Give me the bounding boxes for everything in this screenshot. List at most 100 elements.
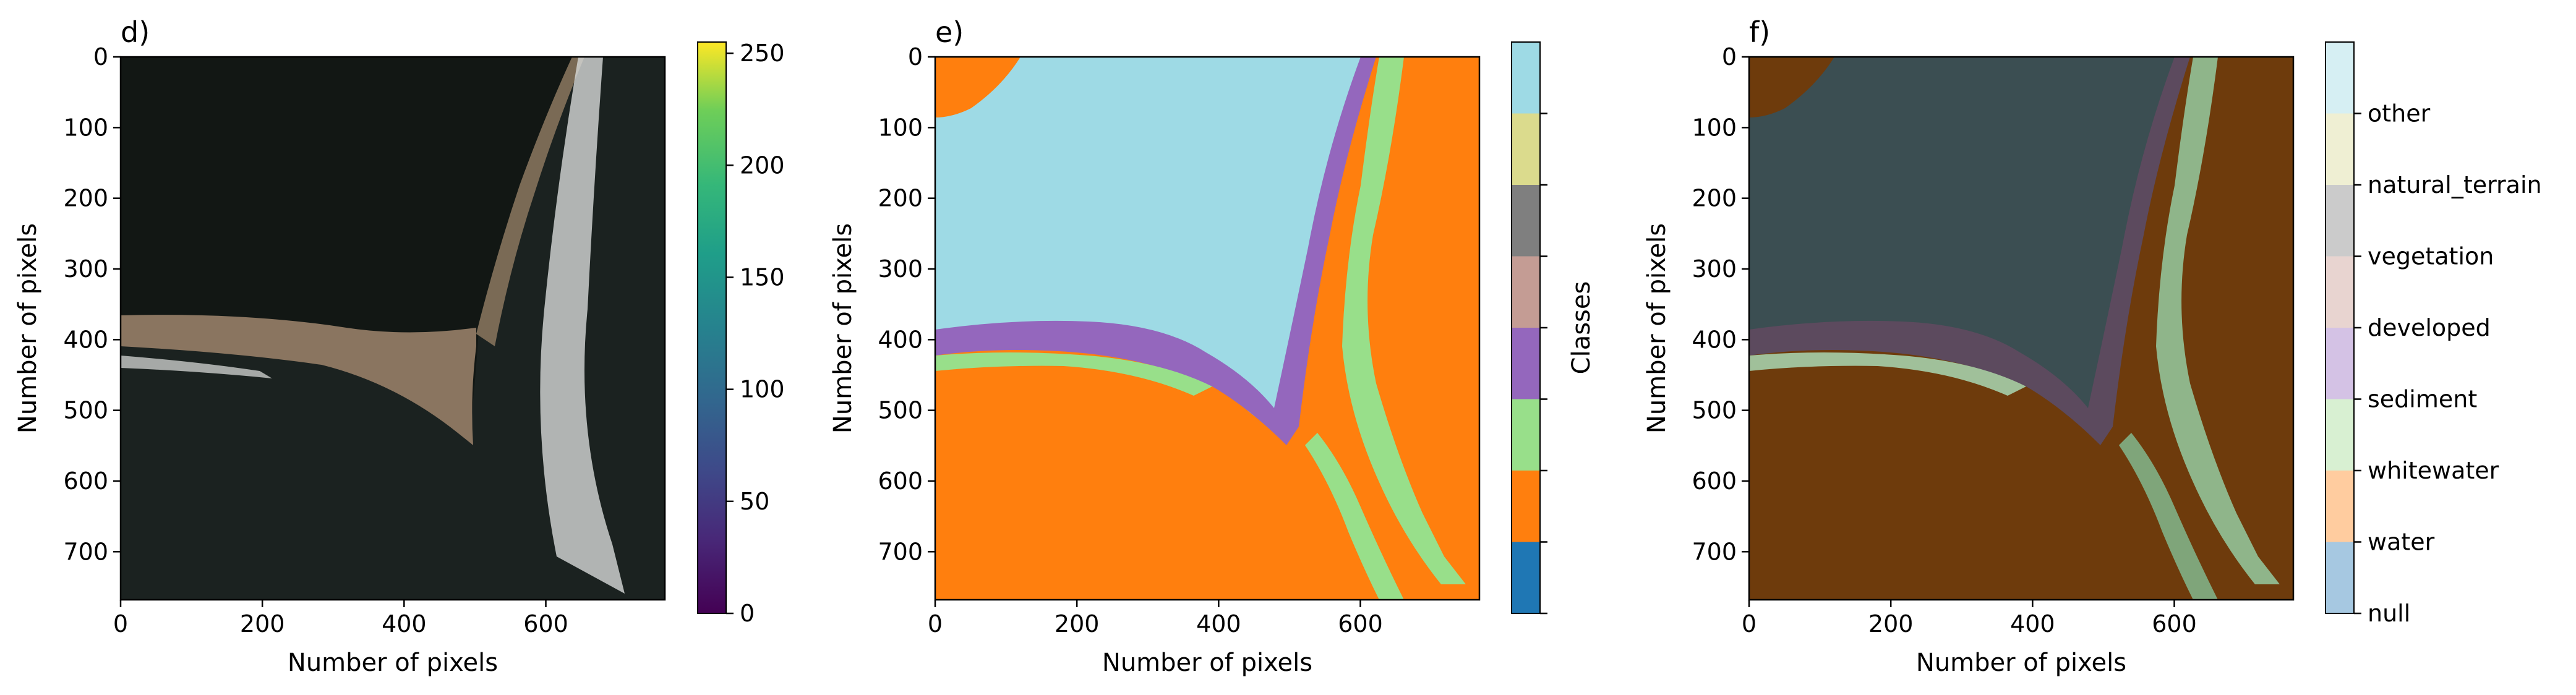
colorbar-f-class-label: null xyxy=(2368,600,2410,627)
panel-d-sand-strip xyxy=(476,57,584,346)
colorbar-f-segment xyxy=(2326,42,2354,114)
panel-f-whitewater-2 xyxy=(2119,433,2218,600)
colorbar-f-class-label: water xyxy=(2368,529,2435,556)
colorbar-e-segment xyxy=(1512,542,1540,613)
panel-e-xtick-label: 0 xyxy=(928,610,943,637)
colorbar-f-segment xyxy=(2326,113,2354,185)
panel-d-ytick-label: 300 xyxy=(63,255,108,283)
panel-f-frame xyxy=(1748,56,2295,601)
panel-d-xtick-label: 200 xyxy=(240,610,285,637)
panel-e-ytick-label: 300 xyxy=(878,255,923,283)
panel-f-xtick-label: 600 xyxy=(2152,610,2197,637)
panel-e-whitewater xyxy=(1342,57,1466,584)
panel-f-xtick-label: 400 xyxy=(2010,610,2055,637)
panel-e-ylabel: Number of pixels xyxy=(829,223,857,433)
panel-d-xtick-label: 400 xyxy=(382,610,427,637)
panel-d-ytick-label: 600 xyxy=(63,467,108,495)
panel-f-colorbar-ticks: null water whitewater sediment developed vege… xyxy=(2354,100,2542,627)
panel-e-ytick-label: 500 xyxy=(878,397,923,424)
colorbar-d-tick-label: 200 xyxy=(740,151,785,179)
panel-e-colorbar-label: Classes xyxy=(1567,281,1596,375)
panel-d-colorbar-ticks: 0 50 100 150 200 250 xyxy=(726,40,785,627)
colorbar-f-segment xyxy=(2326,256,2354,328)
panel-f-ytick-label: 400 xyxy=(1692,326,1737,353)
panel-f: f) 0 200 400 600 0 100 200 300 400 500 600 700 Numb… xyxy=(1643,15,2542,677)
panel-d-ytick-label: 200 xyxy=(63,185,108,212)
panel-e-xtick-label: 200 xyxy=(1055,610,1100,637)
panel-f-ytick-label: 0 xyxy=(1722,43,1737,70)
panel-e-whitewater-west xyxy=(935,352,1212,396)
panel-e-ytick-label: 100 xyxy=(878,114,923,141)
panel-f-ytick-label: 700 xyxy=(1692,538,1737,565)
panel-e-title: e) xyxy=(935,15,964,49)
panel-e-water-topleft xyxy=(935,57,1021,117)
panel-f-ytick-label: 200 xyxy=(1692,185,1737,212)
panel-f-xtick-label: 200 xyxy=(1868,610,1914,637)
panel-f-ytick-label: 500 xyxy=(1692,397,1737,424)
panel-e-colorbar xyxy=(1512,42,1540,613)
panel-d-colorbar xyxy=(697,41,727,614)
panel-f-xtick-label: 0 xyxy=(1742,610,1757,637)
colorbar-f-class-label: vegetation xyxy=(2368,243,2494,270)
colorbar-e-segment xyxy=(1512,328,1540,399)
panel-e-ytick-label: 600 xyxy=(878,467,923,495)
colorbar-d-tick-label: 150 xyxy=(740,263,785,291)
panel-d-frame xyxy=(119,56,666,601)
colorbar-f-segment xyxy=(2326,471,2354,542)
panel-f-ytick-label: 100 xyxy=(1692,114,1737,141)
panel-e-ytick-label: 200 xyxy=(878,185,923,212)
panel-d-image xyxy=(121,57,665,600)
panel-d-surf-west xyxy=(121,356,272,378)
panel-f-axes: 0 200 400 600 0 100 200 300 400 500 600 700 xyxy=(1692,43,2196,637)
panel-d-ytick-label: 500 xyxy=(63,397,108,424)
colorbar-f-segment xyxy=(2326,542,2354,613)
panel-e-image xyxy=(935,57,1479,600)
panel-e-colorbar-ticks xyxy=(1540,113,1547,615)
colorbar-f-class-label: sediment xyxy=(2368,386,2477,413)
panel-d-ytick-label: 400 xyxy=(63,326,108,353)
panel-e-ytick-label: 0 xyxy=(908,43,923,70)
colorbar-e-segment xyxy=(1512,471,1540,542)
panel-f-sediment xyxy=(1749,57,2190,445)
panel-f-whitewater xyxy=(2156,57,2280,584)
colorbar-e-segment xyxy=(1512,185,1540,257)
panel-f-whitewater-west xyxy=(1749,352,2026,396)
panel-e: e) 0 200 400 600 0 100 200 300 400 500 600 700 Numb… xyxy=(829,15,1596,677)
panel-e-axes: 0 200 400 600 0 100 200 300 400 500 600 700 xyxy=(878,43,1382,637)
panel-d-xtick-label: 0 xyxy=(113,610,128,637)
panel-e-whitewater-2 xyxy=(1305,433,1404,600)
colorbar-d-tick-label: 100 xyxy=(740,376,785,403)
panel-f-ytick-label: 300 xyxy=(1692,255,1737,283)
panel-d-axes: 0 200 400 600 0 100 200 300 400 500 600 700 xyxy=(63,43,568,637)
colorbar-f-class-label: natural_terrain xyxy=(2368,171,2542,198)
panel-d-ytick-label: 700 xyxy=(63,538,108,565)
colorbar-f-segment xyxy=(2326,185,2354,257)
colorbar-d-tick-label: 250 xyxy=(740,40,785,67)
panel-e-ytick-label: 400 xyxy=(878,326,923,353)
panel-d-ylabel: Number of pixels xyxy=(14,223,42,433)
colorbar-e-segment xyxy=(1512,42,1540,114)
panel-d-xlabel: Number of pixels xyxy=(288,649,498,677)
colorbar-d-tick-label: 0 xyxy=(740,600,755,627)
colorbar-f-class-label: other xyxy=(2368,100,2431,127)
panel-e-xtick-label: 600 xyxy=(1338,610,1383,637)
colorbar-e-segment xyxy=(1512,113,1540,185)
panel-e-frame xyxy=(934,56,1481,601)
panel-f-colorbar xyxy=(2326,42,2354,613)
panel-d-xtick-label: 600 xyxy=(523,610,568,637)
panel-e-sediment xyxy=(935,57,1376,445)
colorbar-e-segment xyxy=(1512,256,1540,328)
panel-e-xtick-label: 400 xyxy=(1196,610,1241,637)
panel-f-water-topleft xyxy=(1749,57,1834,117)
panel-f-ytick-label: 600 xyxy=(1692,467,1737,495)
panel-d-sand xyxy=(121,315,476,445)
panel-e-xlabel: Number of pixels xyxy=(1102,649,1312,677)
panel-d-ytick-label: 0 xyxy=(93,43,108,70)
panel-d-ytick-label: 100 xyxy=(63,114,108,141)
colorbar-f-segment xyxy=(2326,328,2354,399)
colorbar-d-tick-label: 50 xyxy=(740,488,769,515)
colorbar-f-segment xyxy=(2326,399,2354,471)
panel-f-title: f) xyxy=(1749,15,1770,49)
